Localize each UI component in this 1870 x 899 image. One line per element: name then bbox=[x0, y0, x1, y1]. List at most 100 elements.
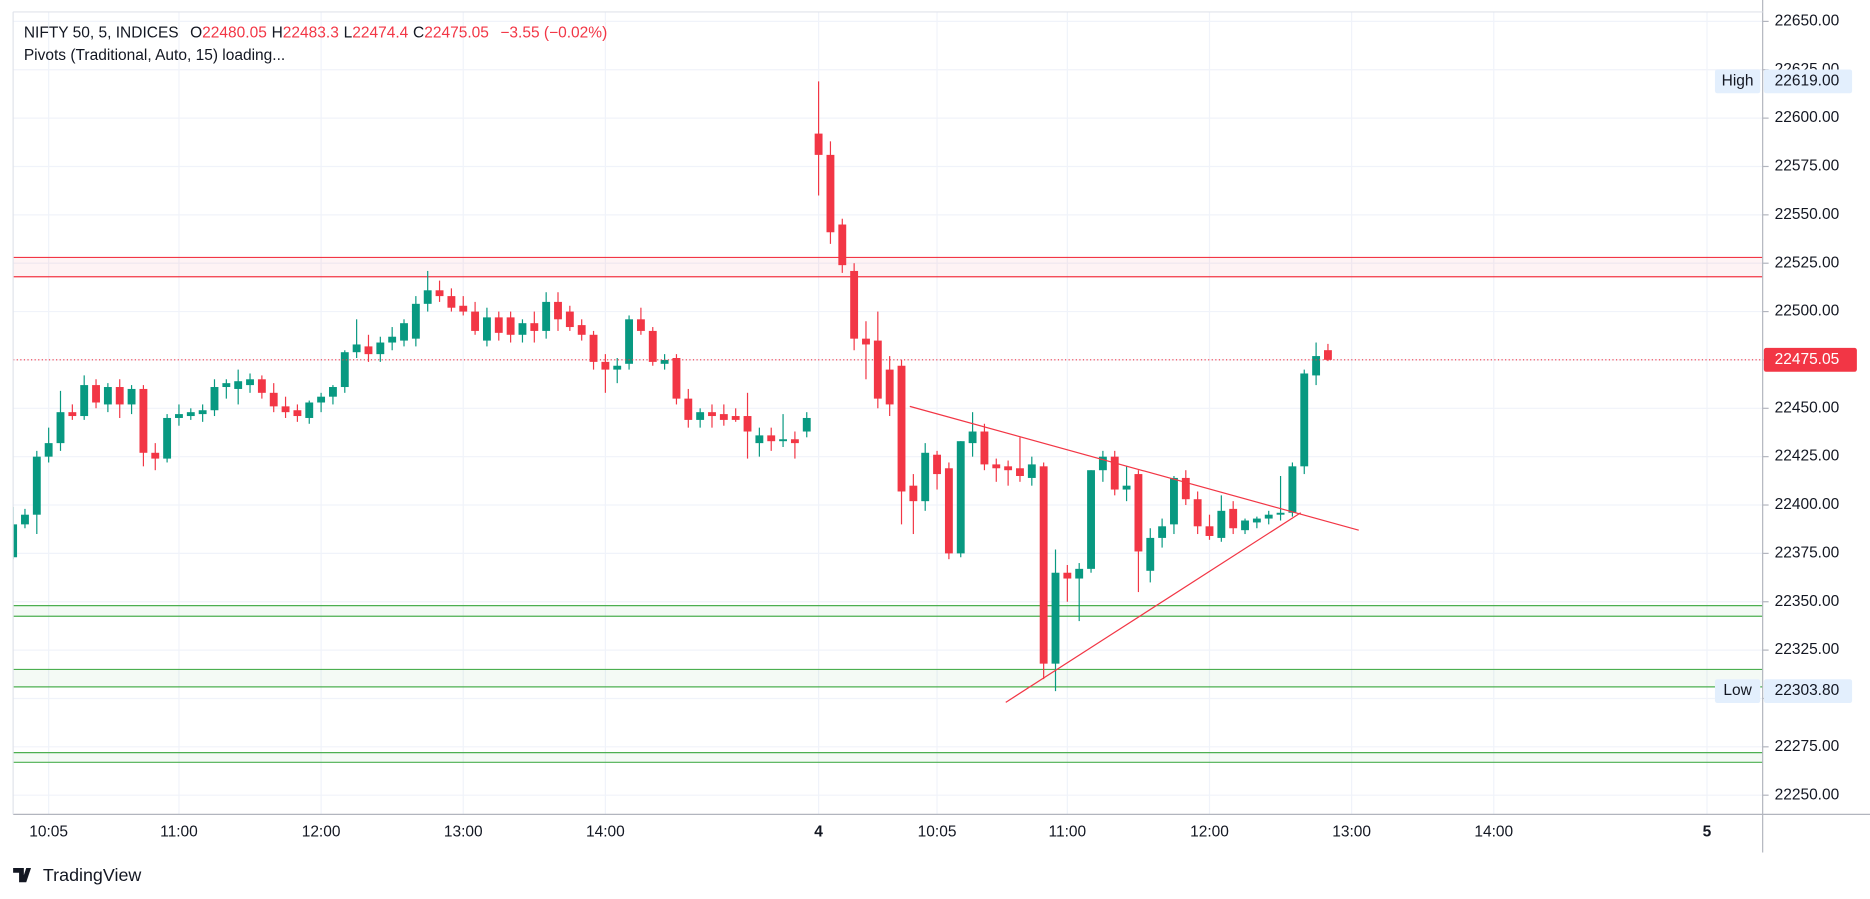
candle-body bbox=[956, 441, 965, 554]
x-tick-label: 4 bbox=[814, 823, 823, 840]
candle-body bbox=[352, 344, 361, 353]
candle-body bbox=[944, 468, 953, 554]
ohlc-value: 22480.05 bbox=[202, 24, 267, 41]
trendline bbox=[909, 405, 1359, 531]
candle-body bbox=[1087, 470, 1095, 569]
candle-body bbox=[269, 392, 278, 407]
candle-body bbox=[92, 385, 100, 403]
candle-body bbox=[1039, 466, 1048, 664]
y-tick-label: 22325.00 bbox=[1775, 641, 1840, 658]
candle-body bbox=[127, 388, 136, 405]
candle-body bbox=[1146, 537, 1155, 571]
x-tick-label: 10:05 bbox=[29, 823, 68, 840]
candle-body bbox=[755, 435, 764, 444]
candle-body bbox=[257, 379, 266, 393]
candle-body bbox=[1027, 464, 1036, 478]
candle-body bbox=[175, 414, 183, 418]
last-price-label: 22475.05 bbox=[1775, 351, 1840, 368]
x-tick-label: 11:00 bbox=[1049, 823, 1087, 840]
ohlc-values: O22480.05 H22483.3 L22474.4 C22475.05 bbox=[190, 24, 489, 41]
y-tick-label: 22525.00 bbox=[1775, 254, 1840, 271]
marker-name-box bbox=[1714, 679, 1761, 704]
candle-body bbox=[897, 365, 906, 492]
candle-body bbox=[873, 340, 882, 399]
candle-body bbox=[909, 485, 918, 502]
candle-body bbox=[589, 334, 598, 362]
x-tick-label: 14:00 bbox=[1474, 823, 1513, 840]
candle-body bbox=[32, 456, 41, 515]
candle-body bbox=[68, 412, 77, 417]
x-tick-label: 14:00 bbox=[586, 823, 625, 840]
candle-body bbox=[198, 410, 207, 415]
candle-body bbox=[1110, 456, 1119, 490]
y-tick-label: 22275.00 bbox=[1775, 738, 1840, 755]
marker-price-box bbox=[1763, 69, 1853, 94]
candle-body bbox=[779, 439, 787, 442]
candle-body bbox=[530, 323, 539, 331]
candle-body bbox=[708, 412, 716, 417]
candle-body bbox=[1158, 526, 1167, 538]
candle-body bbox=[246, 379, 254, 386]
candle-body bbox=[862, 338, 870, 345]
candle-body bbox=[719, 414, 728, 420]
candle-body bbox=[968, 431, 977, 444]
candle-body bbox=[411, 303, 420, 339]
candle-body bbox=[601, 361, 610, 370]
candle-body bbox=[222, 383, 231, 388]
candle-body bbox=[1122, 485, 1131, 490]
x-tick-label: 5 bbox=[1703, 823, 1712, 840]
x-tick-label: 13:00 bbox=[1332, 823, 1371, 840]
y-tick-label: 22650.00 bbox=[1775, 12, 1840, 29]
marker-name: Low bbox=[1723, 682, 1752, 699]
symbol: NIFTY 50, 5, INDICES bbox=[24, 24, 179, 41]
y-tick-label: 22550.00 bbox=[1775, 206, 1840, 223]
candle-body bbox=[482, 317, 491, 341]
candle-body bbox=[767, 435, 776, 442]
ohlc-key: C bbox=[413, 24, 424, 41]
candle-body bbox=[1016, 468, 1024, 477]
y-tick-label: 22375.00 bbox=[1775, 544, 1840, 561]
marker-name-box bbox=[1714, 69, 1761, 94]
candle-body bbox=[21, 514, 29, 525]
ohlc-value: 22475.05 bbox=[424, 24, 489, 41]
candle-body bbox=[1324, 350, 1332, 360]
candle-body bbox=[826, 154, 835, 233]
candle-body bbox=[613, 365, 622, 370]
x-tick-label: 10:05 bbox=[918, 823, 957, 840]
candle-body bbox=[1229, 508, 1238, 529]
candle-body bbox=[494, 317, 503, 333]
zone-fill bbox=[13, 605, 1763, 617]
candle-body bbox=[459, 305, 468, 312]
candle-body bbox=[56, 412, 65, 444]
zone-fill bbox=[13, 752, 1763, 763]
candle-body bbox=[376, 342, 385, 355]
candle-body bbox=[1098, 456, 1107, 471]
change: −3.55 (−0.02%) bbox=[500, 24, 607, 41]
candle-body bbox=[103, 387, 112, 405]
candle-body bbox=[1264, 514, 1273, 519]
candle-body bbox=[980, 431, 989, 465]
candle-body bbox=[80, 385, 89, 417]
candle-body bbox=[1051, 572, 1060, 664]
grid bbox=[13, 11, 1763, 815]
candle-body bbox=[636, 319, 645, 331]
candle-body bbox=[293, 410, 302, 417]
candle-body bbox=[1170, 477, 1178, 525]
y-tick-label: 22250.00 bbox=[1775, 786, 1840, 803]
x-tick-label: 12:00 bbox=[1190, 823, 1229, 840]
x-tick-label: 11:00 bbox=[160, 823, 198, 840]
candle-body bbox=[163, 417, 172, 459]
candle-body bbox=[1252, 518, 1261, 523]
last-price-box bbox=[1763, 347, 1857, 372]
candle-body bbox=[1312, 356, 1321, 376]
candle-body bbox=[743, 416, 752, 432]
candle-body bbox=[115, 387, 124, 405]
y-tick-label: 22350.00 bbox=[1775, 593, 1840, 610]
candle-body bbox=[1004, 466, 1013, 471]
y-tick-label: 22400.00 bbox=[1775, 496, 1840, 513]
candle-body bbox=[281, 406, 290, 413]
marker-price-box bbox=[1763, 679, 1853, 704]
candle-body bbox=[447, 296, 456, 308]
candle-body bbox=[577, 325, 586, 335]
candle-body bbox=[210, 387, 219, 411]
